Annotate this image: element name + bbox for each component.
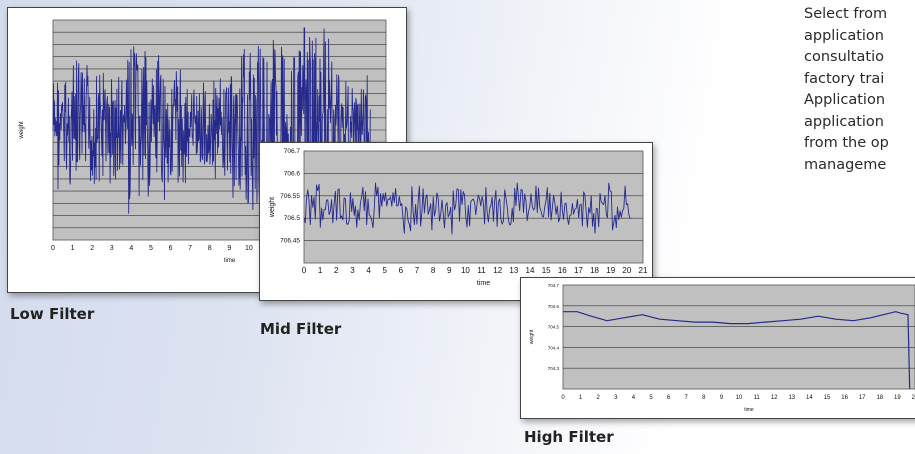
series-line xyxy=(52,27,371,230)
x-tick-label: 16 xyxy=(558,266,567,275)
x-tick-label: 3 xyxy=(110,245,114,252)
description-line: Select from xyxy=(804,6,888,22)
y-tick-label: 704.3 xyxy=(548,366,560,371)
x-tick-label: 7 xyxy=(188,245,192,252)
series-line xyxy=(303,182,631,235)
x-tick-label: 3 xyxy=(350,266,355,275)
y-tick-label: 704.4 xyxy=(548,345,560,350)
x-tick-label: 9 xyxy=(227,245,231,252)
low-filter-chart-svg: 01234567891011121314151617timeweight xyxy=(19,19,390,264)
x-tick-label: 13 xyxy=(788,395,795,401)
x-tick-label: 10 xyxy=(245,245,253,252)
description-line: application xyxy=(804,27,884,44)
x-tick-label: 8 xyxy=(431,266,436,275)
x-tick-label: 7 xyxy=(415,266,420,275)
y-tick-label: 706.45 xyxy=(280,238,300,245)
y-tick-label: 706.5 xyxy=(284,215,301,222)
x-tick-label: 13 xyxy=(509,266,518,275)
x-tick-label: 9 xyxy=(447,266,452,275)
x-tick-label: 1 xyxy=(579,395,583,401)
x-tick-label: 18 xyxy=(876,395,883,401)
x-tick-label: 15 xyxy=(542,266,551,275)
x-tick-label: 2 xyxy=(334,266,339,275)
x-tick-label: 1 xyxy=(71,245,75,252)
x-tick-label: 20 xyxy=(912,395,915,401)
plot-area xyxy=(562,284,915,390)
x-tick-label: 16 xyxy=(841,395,848,401)
x-tick-label: 10 xyxy=(461,266,470,275)
x-tick-label: 17 xyxy=(859,395,866,401)
x-tick-label: 19 xyxy=(606,266,615,275)
description-line: Application xyxy=(804,92,886,108)
mid-filter-chart: 706.7 706.6 706.55 706.5 706.45 0 1 2 3 4 5 6 7 8 9 10 1… xyxy=(259,142,653,301)
x-axis-label: time xyxy=(477,280,490,287)
x-tick-label: 0 xyxy=(51,245,55,252)
y-tick-label: 706.55 xyxy=(280,193,300,200)
x-tick-label: 0 xyxy=(561,395,565,401)
x-tick-label: 8 xyxy=(208,245,212,252)
x-tick-label: 5 xyxy=(382,266,387,275)
x-tick-label: 2 xyxy=(597,395,601,401)
high-filter-caption: High Filter xyxy=(524,428,614,446)
x-tick-label: 6 xyxy=(399,266,404,275)
x-tick-label: 19 xyxy=(894,395,901,401)
x-axis-label: time xyxy=(744,407,754,413)
x-tick-label: 8 xyxy=(702,395,706,401)
y-tick-label: 704.6 xyxy=(548,304,560,309)
x-tick-label: 12 xyxy=(493,266,502,275)
y-tick-label: 704.7 xyxy=(548,283,560,288)
x-tick-label: 20 xyxy=(622,266,631,275)
description-line: from the op xyxy=(804,135,889,151)
x-tick-label: 6 xyxy=(667,395,671,401)
y-tick-label: 706.7 xyxy=(284,148,301,155)
x-tick-label: 21 xyxy=(639,266,648,275)
y-axis-label: weight xyxy=(19,121,25,140)
x-tick-label: 7 xyxy=(685,395,689,401)
x-tick-label: 14 xyxy=(806,395,813,401)
description-line: factory trai xyxy=(804,70,885,87)
y-tick-label: 704.5 xyxy=(548,325,560,330)
x-tick-label: 15 xyxy=(824,395,831,401)
mid-filter-caption: Mid Filter xyxy=(260,320,342,338)
x-tick-label: 12 xyxy=(771,395,778,401)
x-tick-label: 9 xyxy=(720,395,724,401)
y-axis-label: weight xyxy=(529,329,535,344)
x-tick-label: 14 xyxy=(526,266,535,275)
y-tick-label: 706.6 xyxy=(284,170,301,177)
x-tick-label: 4 xyxy=(632,395,636,401)
series-line xyxy=(563,311,911,390)
x-tick-label: 4 xyxy=(129,245,133,252)
x-tick-label: 10 xyxy=(736,395,743,401)
x-tick-label: 11 xyxy=(477,266,486,275)
x-tick-label: 3 xyxy=(614,395,618,401)
low-filter-caption: Low Filter xyxy=(10,305,95,323)
x-tick-label: 18 xyxy=(590,266,599,275)
x-tick-label: 11 xyxy=(753,395,760,401)
x-tick-label: 2 xyxy=(90,245,94,252)
x-tick-label: 5 xyxy=(149,245,153,252)
x-tick-label: 1 xyxy=(318,266,323,275)
x-axis-label: time xyxy=(224,258,236,264)
x-tick-label: 17 xyxy=(574,266,583,275)
x-tick-label: 5 xyxy=(649,395,653,401)
x-tick-label: 0 xyxy=(302,266,307,275)
x-tick-label: 4 xyxy=(366,266,371,275)
description-line: manageme xyxy=(804,156,887,173)
description-text: Select from application consultatio factory… xyxy=(804,4,915,176)
x-tick-label: 6 xyxy=(169,245,173,252)
y-axis-label: weight xyxy=(269,197,276,218)
high-filter-chart: 704.7 704.6 704.5 704.4 704.3 0 1 2 3 4 5 6 7 8 9 10 11 1… xyxy=(520,277,915,419)
description-line: application xyxy=(804,113,884,130)
description-line: consultatio xyxy=(804,49,884,65)
